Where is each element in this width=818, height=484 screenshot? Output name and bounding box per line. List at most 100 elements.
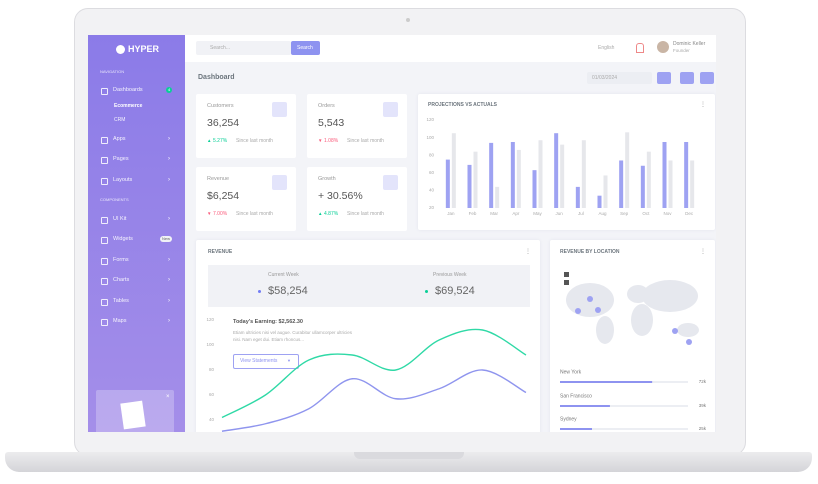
nav-heading: COMPONENTS [100,197,129,202]
y-tick-label: 60 [209,392,215,397]
close-icon[interactable]: × [166,394,170,400]
progress-bar [560,381,653,383]
location-card: REVENUE BY LOCATION ⋮ [550,240,715,432]
nav-item[interactable]: Charts [113,277,130,283]
current-label: Current Week [268,272,299,278]
stat-value: $6,254 [207,190,240,202]
logo-icon [116,45,125,54]
menu-icon[interactable]: ⋮ [700,102,706,108]
trend-arrow: ▼ [207,211,212,216]
continent [677,323,699,337]
bar [473,151,478,208]
zoom-in[interactable] [564,272,569,277]
nav-item[interactable]: Widgets [113,236,133,242]
stat-icon [383,175,398,190]
continent [631,304,653,336]
nav-icon [101,137,108,144]
nav-item[interactable]: Forms [113,257,129,263]
laptop-base [5,452,812,472]
map-marker[interactable] [672,328,678,334]
legend-dot [425,290,428,293]
nav-item[interactable]: CRM [114,117,126,123]
screen: HYPER NAVIGATION COMPONENTS × Dashboards… [88,35,716,432]
location-name: Sydney [560,416,577,422]
language[interactable]: English [598,45,615,51]
icon-button[interactable] [700,72,714,84]
location-name: New York [560,369,582,375]
map-marker[interactable] [686,339,692,345]
menu-icon[interactable]: ⋮ [700,249,706,255]
x-tick-label: Feb [469,211,477,216]
nav-chevron: › [168,177,170,183]
bar [625,132,630,208]
bar [597,195,602,208]
stat-card: Customers 36,254 ▲ 5.27% Since last month [196,94,296,158]
stat-title: Orders [318,103,335,109]
logo: HYPER [128,44,160,54]
nav-item[interactable]: Dashboards [113,87,143,93]
stat-change: 5.27% [213,138,228,144]
zoom-out[interactable] [564,280,569,285]
x-tick-label: Jul [578,211,584,216]
trend-arrow: ▲ [318,211,323,216]
search-box[interactable]: Search... [196,41,291,55]
y-tick-label: 20 [429,205,435,210]
previous-value: $69,524 [435,285,475,297]
promo-card: × [96,390,174,432]
icon-button[interactable] [657,72,671,84]
map-marker[interactable] [575,308,581,314]
bell-icon[interactable] [636,43,644,53]
nav-icon [101,319,108,326]
statements-button[interactable]: View Statements ▼ [233,354,299,369]
x-tick-label: Mar [490,211,498,216]
bar [445,159,450,208]
nav-item[interactable]: Ecommerce [114,103,143,109]
nav-chevron: › [168,257,170,263]
line [221,328,527,419]
stat-note: Since last month [236,211,273,217]
search-button[interactable]: Search [291,41,320,55]
y-tick-label: 80 [209,367,215,372]
y-tick-label: 100 [426,135,434,140]
map-marker[interactable] [587,296,593,302]
week-summary: Current Week $58,254 Previous Week $69,5… [208,265,530,307]
nav-icon [101,217,108,224]
stat-icon [272,102,287,117]
x-tick-label: Sep [620,211,629,216]
nav-badge: 4 [166,87,173,93]
nav-item[interactable]: Maps [113,318,127,324]
y-tick-label: 100 [206,342,214,347]
bar [554,133,559,208]
statements-button-label: View Statements [240,358,278,364]
continent [596,316,614,344]
date-picker[interactable]: 01/03/2024 [587,72,652,84]
nav-icon [101,278,108,285]
stat-note: Since last month [347,211,384,217]
nav-chevron: › [168,318,170,324]
bar [690,160,695,208]
nav-item[interactable]: Pages [113,156,129,162]
charts-layer: 20 40 60 80 100 120 Jan Feb Mar Apr May Jun Jul Aug Se… [206,117,707,432]
map-marker[interactable] [595,307,601,313]
trend-arrow: ▲ [207,138,212,143]
stat-card: Orders 5,543 ▼ 1.08% Since last month [307,94,407,158]
nav-item[interactable]: Layouts [113,177,133,183]
nav-item[interactable]: Tables [113,298,129,304]
menu-icon[interactable]: ⋮ [525,249,531,255]
dropdown-caret: ▼ [287,358,291,363]
y-tick-label: 120 [426,117,434,122]
avatar[interactable] [657,41,669,53]
nav-item[interactable]: Apps [113,136,126,142]
icon-button[interactable] [680,72,694,84]
stat-card: Growth + 30.56% ▲ 4.87% Since last month [307,167,407,231]
nav-item[interactable]: UI Kit [113,216,127,222]
legend-dot [258,290,261,293]
nav-icon [101,178,108,185]
stat-card: Revenue $6,254 ▼ 7.00% Since last month [196,167,296,231]
card-title: PROJECTIONS VS ACTUALS [428,102,497,108]
stat-title: Revenue [207,176,230,182]
x-tick-label: Jan [447,211,455,216]
x-tick-label: May [533,211,542,216]
card-title: REVENUE BY LOCATION [560,249,620,255]
